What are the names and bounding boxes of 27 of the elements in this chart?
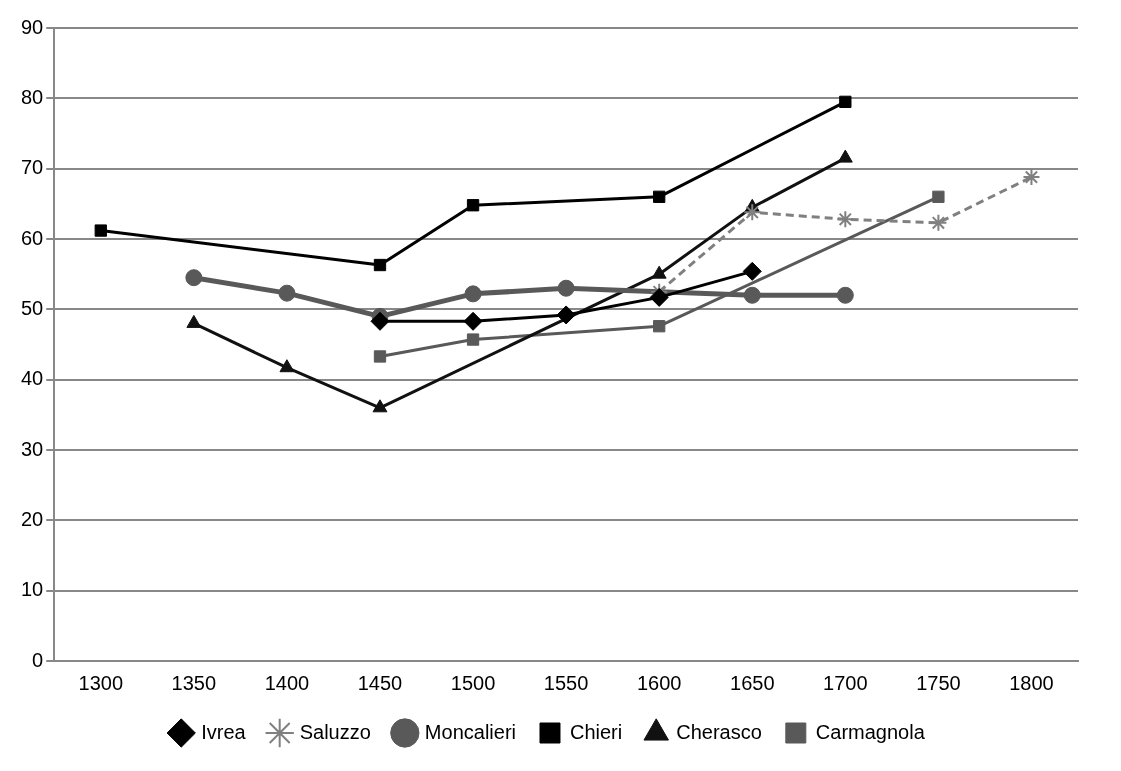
x-tick-label: 1550 bbox=[543, 671, 589, 694]
legend-label: Chieri bbox=[569, 720, 623, 743]
y-tick-label: 40 bbox=[21, 367, 44, 390]
legend-label: Carmagnola bbox=[815, 720, 926, 743]
y-tick-label: 10 bbox=[21, 578, 44, 601]
legend-label: Cherasco bbox=[676, 720, 762, 743]
x-tick-label: 1300 bbox=[78, 671, 124, 694]
legend-label: Moncalieri bbox=[424, 720, 516, 743]
y-tick-label: 0 bbox=[32, 648, 44, 671]
y-tick-label: 60 bbox=[21, 226, 44, 249]
legend-label: Saluzzo bbox=[299, 720, 371, 743]
x-tick-label: 1650 bbox=[730, 671, 775, 694]
y-tick-label: 70 bbox=[21, 156, 44, 179]
y-tick-label: 80 bbox=[21, 85, 44, 108]
x-tick-label: 1350 bbox=[171, 671, 217, 694]
x-tick-label: 1700 bbox=[823, 671, 868, 694]
y-tick-label: 90 bbox=[21, 15, 44, 38]
x-tick-label: 1750 bbox=[916, 671, 961, 694]
x-tick-label: 1500 bbox=[450, 671, 496, 694]
legend-label: Ivrea bbox=[201, 720, 247, 743]
x-tick-label: 1600 bbox=[636, 671, 682, 694]
x-tick-label: 1400 bbox=[264, 671, 310, 694]
y-tick-label: 20 bbox=[21, 507, 44, 530]
y-tick-label: 50 bbox=[21, 296, 44, 319]
x-tick-label: 1800 bbox=[1009, 671, 1054, 694]
x-tick-label: 1450 bbox=[357, 671, 403, 694]
y-tick-label: 30 bbox=[21, 437, 44, 460]
